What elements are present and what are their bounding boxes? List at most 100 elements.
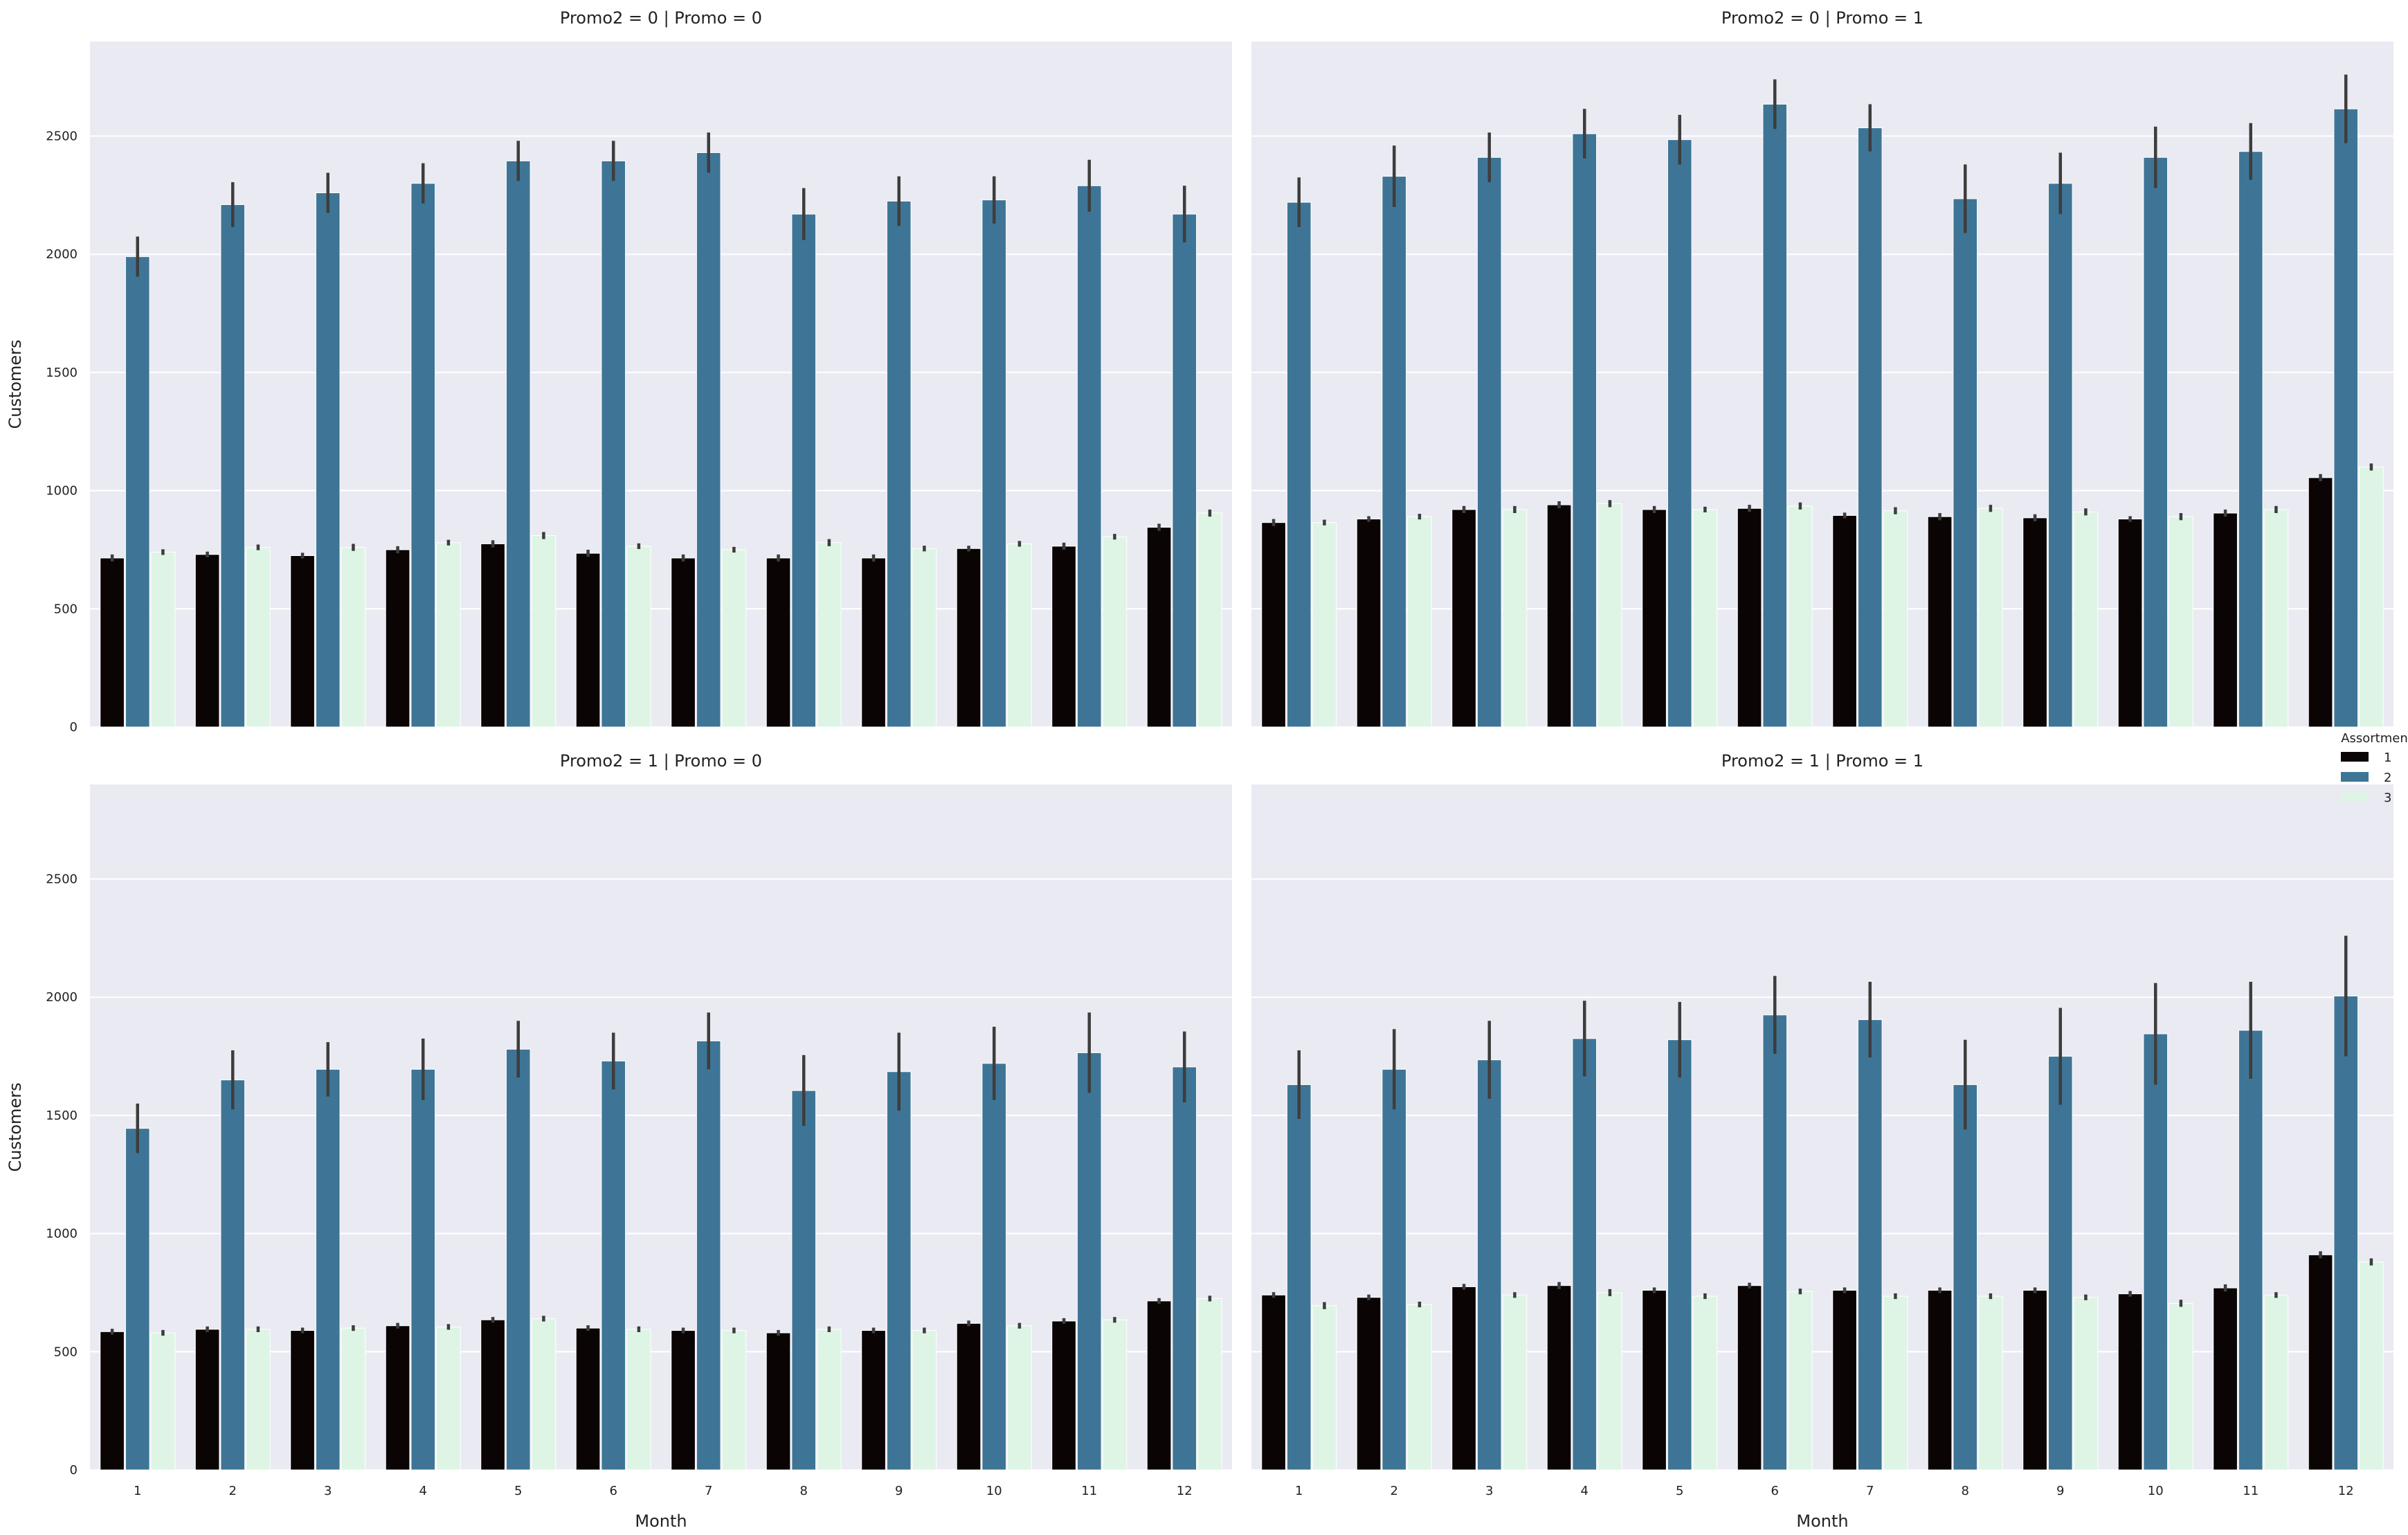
bar	[626, 1329, 651, 1471]
bar	[220, 204, 246, 728]
bar	[791, 213, 817, 728]
bar	[861, 557, 886, 728]
bar	[1197, 512, 1222, 728]
bar	[2333, 996, 2359, 1471]
bar	[817, 542, 842, 728]
x-tick-label: 7	[705, 1484, 712, 1498]
y-tick-label: 0	[70, 1463, 78, 1478]
bar	[100, 1331, 125, 1471]
bar	[315, 1068, 341, 1471]
bar	[1857, 127, 1883, 728]
bar	[2047, 183, 2073, 728]
bars	[1261, 996, 2384, 1471]
bar	[861, 1330, 886, 1471]
bar	[1788, 1291, 1813, 1471]
y-tick-label: 1000	[46, 1227, 78, 1241]
bar	[575, 1327, 601, 1471]
bar	[1642, 509, 1667, 728]
bar	[2073, 1297, 2099, 1471]
bar	[125, 256, 150, 728]
legend-entry: 2	[2341, 771, 2391, 785]
y-tick-label: 1500	[46, 366, 78, 380]
x-tick-label: 10	[986, 1484, 1002, 1498]
x-tick-label: 5	[1676, 1484, 1683, 1498]
bar	[1312, 1305, 1337, 1471]
x-tick-label: 1	[1295, 1484, 1303, 1498]
x-tick-label: 10	[2148, 1484, 2164, 1498]
bar	[791, 1090, 817, 1471]
bar	[1597, 503, 1622, 728]
legend-label: 1	[2384, 751, 2391, 765]
y-tick-label: 2000	[46, 247, 78, 262]
bar	[100, 557, 125, 728]
error-bars	[1271, 74, 2373, 526]
bar	[1076, 185, 1102, 728]
y-tick-label: 1500	[46, 1108, 78, 1123]
bar	[1007, 543, 1032, 728]
bar	[671, 557, 696, 728]
bar	[1356, 1297, 1382, 1471]
bar	[1502, 509, 1528, 728]
x-tick-label: 1	[134, 1484, 141, 1498]
x-tick-label: 7	[1866, 1484, 1874, 1498]
bar	[2359, 466, 2384, 728]
bar	[1692, 509, 1718, 728]
bar	[2308, 477, 2333, 728]
bar	[505, 1048, 531, 1471]
bar	[1197, 1298, 1222, 1471]
x-tick-label: 9	[895, 1484, 903, 1498]
y-tick-label: 2000	[46, 990, 78, 1005]
x-tick-label: 12	[1177, 1484, 1193, 1498]
bar	[1927, 516, 1953, 728]
y-tick-label: 500	[54, 602, 78, 616]
x-tick-label: 4	[1581, 1484, 1588, 1498]
bar	[246, 547, 271, 728]
bar	[531, 535, 556, 728]
bar	[696, 1040, 721, 1471]
bar	[1261, 522, 1286, 728]
y-axis-label: Customers	[6, 339, 25, 429]
panel-title: Promo2 = 0 | Promo = 1	[1721, 8, 1923, 28]
x-axis-label: Month	[1796, 1511, 1848, 1531]
bar	[1261, 1294, 1286, 1471]
x-tick-label: 6	[1771, 1484, 1779, 1498]
bar	[1286, 201, 1312, 728]
bar	[1382, 1068, 1407, 1471]
error-bars	[1271, 935, 2373, 1309]
bar	[2359, 1262, 2384, 1471]
bar	[1356, 519, 1382, 728]
bar	[766, 1332, 791, 1471]
y-tick-label: 500	[54, 1345, 78, 1359]
bar	[1051, 546, 1076, 728]
bar	[2169, 516, 2193, 728]
bar	[1451, 509, 1476, 728]
bar	[2117, 519, 2143, 728]
gridlines	[1251, 878, 2393, 1471]
bar	[1312, 522, 1337, 728]
x-tick-label: 12	[2338, 1484, 2354, 1498]
bar	[1737, 1285, 1762, 1471]
legend-entry: 3	[2341, 791, 2391, 805]
panel-background	[90, 784, 1232, 1470]
bar	[1762, 1014, 1788, 1471]
bar	[1832, 1290, 1857, 1471]
bars	[1261, 103, 2384, 728]
bar	[385, 1325, 410, 1471]
bar	[2213, 512, 2238, 728]
bar	[1102, 1319, 1128, 1471]
bar	[2333, 108, 2359, 728]
x-tick-label: 9	[2056, 1484, 2064, 1498]
bar	[2117, 1293, 2143, 1471]
bar	[194, 554, 220, 728]
error-bars	[110, 132, 1212, 562]
legend-swatch	[2341, 772, 2369, 782]
x-tick-label: 2	[229, 1484, 237, 1498]
bar	[601, 160, 626, 728]
bar	[1642, 1290, 1667, 1471]
bar	[2143, 156, 2169, 728]
bar	[2047, 1056, 2073, 1471]
bar	[1737, 508, 1762, 728]
bar	[1832, 514, 1857, 728]
bar	[531, 1318, 556, 1471]
